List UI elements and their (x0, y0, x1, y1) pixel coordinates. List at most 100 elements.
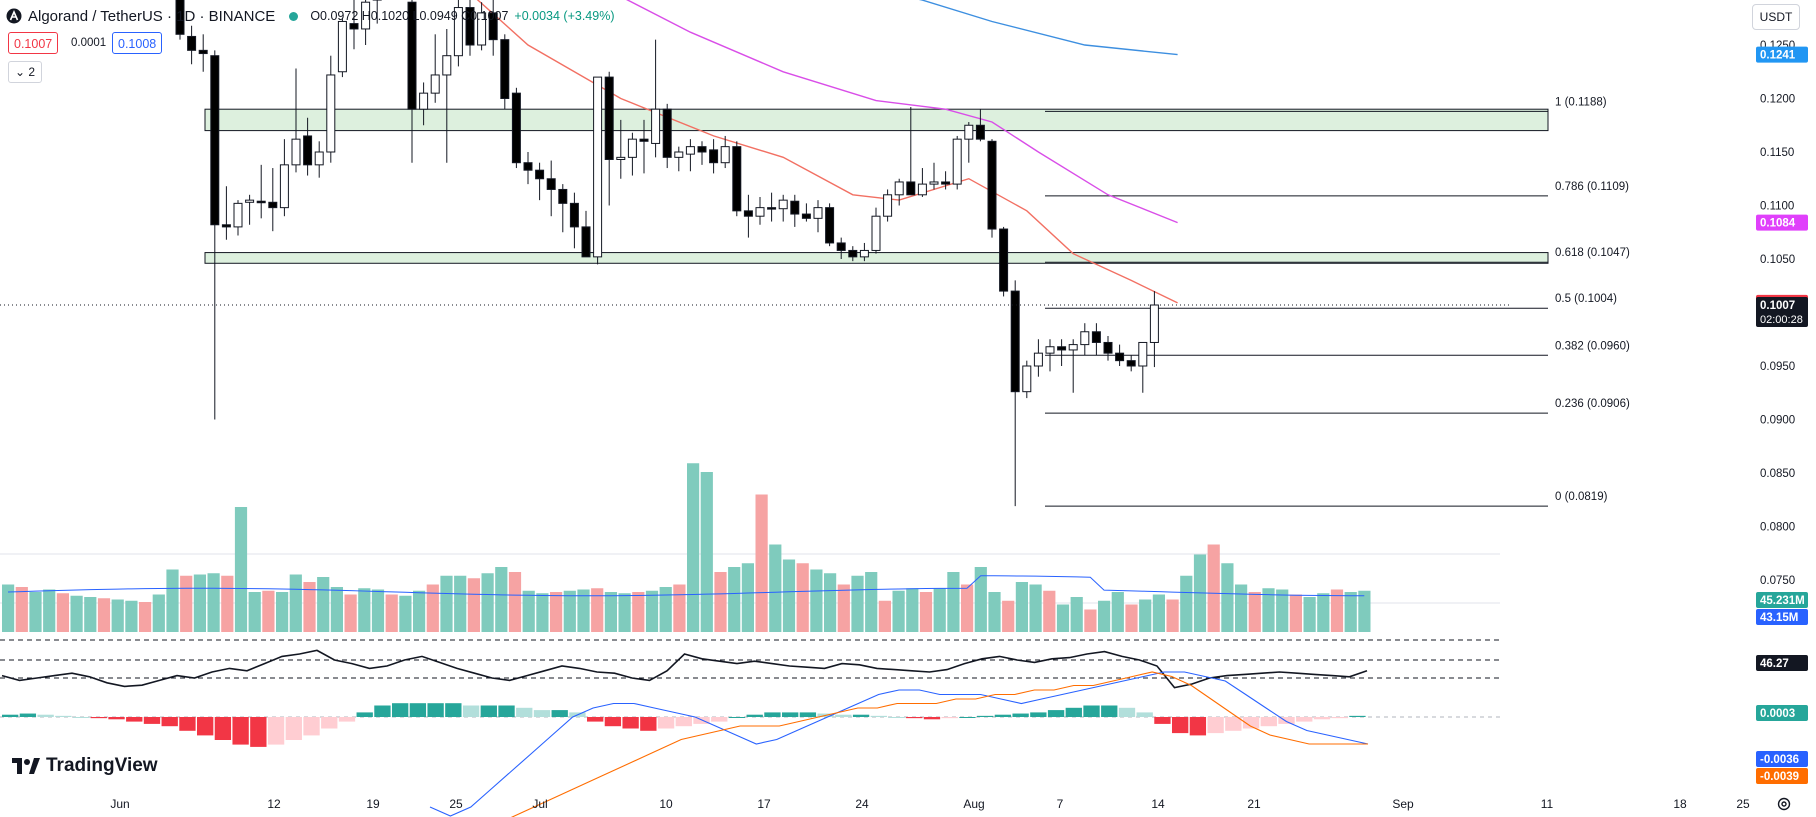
volume-bar (919, 592, 933, 632)
macd-histogram-bar (1207, 717, 1224, 734)
volume-bar (152, 594, 165, 632)
zone-rect (204, 108, 1549, 132)
candle-body (337, 20, 347, 73)
volume-bar (851, 575, 864, 632)
macd-histogram-bar (90, 717, 107, 719)
rsi-value-badge: 46.27 (1760, 658, 1789, 670)
volume-bar (234, 507, 248, 632)
time-tick-label: 10 (659, 797, 673, 811)
candle-body (964, 124, 974, 140)
macd-histogram-bar (1154, 717, 1171, 724)
macd-histogram-bar (1047, 710, 1065, 717)
candle-body (314, 151, 324, 166)
macd-histogram-bar (338, 717, 356, 722)
volume-bar (824, 573, 837, 632)
signal-value-badge: -0.0039 (1760, 771, 1799, 783)
candle-body (767, 207, 777, 210)
candle-body (929, 181, 939, 185)
fib-level-label: 0.5 (0.1004) (1555, 293, 1617, 305)
volume-bar (193, 574, 206, 632)
macd-histogram-bar (285, 717, 302, 740)
macd-histogram-bar (445, 703, 462, 717)
currency-button[interactable]: USDT (1752, 4, 1800, 30)
indicators-toggle-button[interactable]: ⌄ 2 (8, 61, 43, 83)
ohlc-values: O0.0972 H0.1020 L0.0949 C0.1007 (310, 9, 509, 23)
candle-body (303, 135, 313, 166)
candle-body (917, 183, 927, 196)
sell-price-button[interactable]: 0.1007 (8, 32, 59, 54)
volume-bar (1303, 597, 1316, 632)
price-badge-bg (1756, 297, 1808, 328)
volume-bar (139, 602, 152, 632)
macd-histogram-bar (1296, 717, 1313, 722)
volume-bar (70, 595, 83, 632)
volume-bar (961, 584, 974, 632)
volume-bar (810, 569, 823, 632)
macd-histogram-bar (1278, 717, 1295, 724)
candle-body (720, 146, 730, 164)
candle-body (198, 49, 208, 55)
macd-histogram-bar (1349, 715, 1366, 717)
price-badge-bg (1756, 214, 1808, 231)
candle-body (627, 138, 637, 158)
macd-histogram-bar (870, 715, 887, 717)
volume-bar (878, 600, 891, 632)
price-tick-label: 0.0850 (1760, 468, 1795, 480)
volume-bar (632, 592, 645, 632)
candle-body (1010, 290, 1020, 393)
candlestick-series (175, 0, 1159, 507)
candle-body (941, 181, 951, 185)
candle-body (778, 199, 788, 210)
candle-body (674, 151, 684, 158)
macd-histogram-bar (1030, 712, 1047, 717)
candle-body (975, 124, 985, 140)
volume-bar (371, 589, 385, 632)
macd-histogram-bar (498, 705, 515, 717)
macd-histogram-bar (480, 705, 497, 717)
volume-pane (2, 463, 1371, 632)
candle-body (523, 162, 533, 171)
macd-histogram-bar (657, 717, 675, 729)
candle-body (558, 188, 568, 204)
candle-body (883, 194, 893, 217)
macd-histogram-bar (1136, 712, 1153, 717)
candle-body (836, 242, 846, 251)
buy-price-button[interactable]: 0.1008 (112, 32, 163, 54)
volume-bar (988, 592, 1001, 632)
candle-body (1103, 341, 1113, 354)
candle-body (245, 199, 255, 203)
volume-bar (974, 567, 987, 632)
macd-histogram-bar (941, 717, 958, 719)
candle-body (999, 228, 1009, 292)
signal-value-badge-bg (1756, 768, 1808, 784)
candle-body (1033, 352, 1043, 367)
settings-gear-icon[interactable] (1776, 796, 1792, 812)
volume-bar (330, 587, 343, 632)
candle-body (291, 138, 301, 166)
volume-bar (276, 592, 289, 632)
volume-bar (1317, 593, 1330, 632)
symbol-title[interactable]: Algorand / TetherUS · 1D · BINANCE (28, 7, 276, 25)
volume-bar (495, 567, 508, 632)
volume-bar (207, 573, 220, 632)
volume-bar (180, 575, 193, 632)
candle-body (813, 207, 823, 219)
macd-histogram-bar (462, 705, 480, 717)
candle-body (581, 226, 591, 258)
macd-line (429, 671, 1369, 817)
volume-bar (1152, 594, 1165, 632)
volume-bar (125, 600, 138, 632)
indicators-count: 2 (28, 65, 36, 79)
macd-histogram-bar (55, 715, 72, 717)
volume-bar (481, 573, 494, 632)
candle-body (256, 200, 266, 204)
macd-histogram-bar (19, 713, 37, 717)
macd-histogram-bar (427, 703, 444, 717)
macd-histogram-bar (1242, 717, 1260, 729)
volume-bar (43, 589, 56, 632)
chart-header: Algorand / TetherUS · 1D · BINANCE O0.09… (6, 4, 614, 28)
volume-bar (221, 575, 234, 632)
macd-histogram-bar (516, 707, 533, 717)
time-tick-label: 14 (1151, 797, 1165, 811)
